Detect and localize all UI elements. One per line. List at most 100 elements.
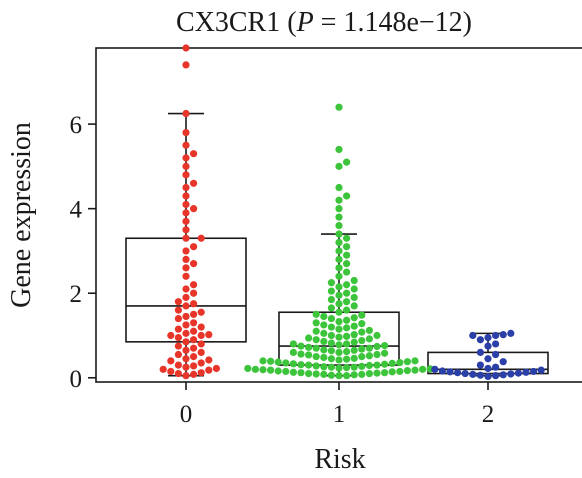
- data-point: [205, 331, 213, 339]
- data-point: [190, 344, 198, 352]
- data-point: [335, 348, 343, 357]
- data-point: [190, 205, 198, 213]
- data-point: [327, 355, 335, 363]
- data-point: [312, 370, 320, 378]
- data-point: [365, 335, 373, 343]
- data-point: [190, 327, 198, 335]
- data-point: [335, 205, 343, 213]
- data-point: [182, 285, 190, 293]
- data-point: [492, 372, 500, 380]
- data-point: [335, 264, 343, 272]
- data-point: [182, 264, 190, 272]
- data-point: [476, 371, 484, 379]
- data-point: [358, 320, 366, 328]
- data-point: [343, 347, 351, 356]
- data-point: [365, 369, 373, 378]
- data-point: [343, 306, 351, 314]
- data-point: [350, 338, 358, 346]
- data-point: [327, 363, 335, 371]
- data-point: [182, 321, 190, 329]
- data-point: [167, 367, 175, 376]
- data-point: [358, 336, 366, 345]
- data-point: [182, 171, 190, 179]
- data-point: [190, 300, 198, 308]
- data-point: [205, 366, 213, 374]
- data-point: [335, 317, 343, 326]
- data-point: [320, 363, 328, 371]
- data-point: [343, 243, 351, 251]
- x-tick-label: 1: [333, 401, 346, 428]
- data-point: [335, 103, 343, 111]
- data-point: [411, 366, 419, 374]
- data-point: [182, 162, 190, 170]
- data-point: [305, 334, 313, 342]
- data-point: [396, 367, 404, 376]
- data-point: [343, 298, 351, 306]
- data-point: [358, 353, 366, 361]
- data-point: [381, 342, 389, 350]
- data-point: [327, 314, 335, 323]
- data-point: [365, 344, 373, 352]
- data-point: [305, 343, 313, 351]
- data-point: [476, 336, 484, 344]
- data-point: [182, 61, 190, 69]
- data-point: [350, 293, 358, 302]
- data-point: [182, 363, 190, 371]
- data-point: [174, 298, 182, 306]
- data-point: [182, 338, 190, 346]
- data-point: [312, 344, 320, 352]
- data-point: [297, 361, 305, 369]
- x-axis-label: Risk: [314, 444, 365, 475]
- data-point: [350, 346, 358, 354]
- data-point: [182, 302, 190, 310]
- data-point: [197, 340, 205, 348]
- data-point: [267, 366, 275, 374]
- data-point: [381, 349, 389, 357]
- data-point: [197, 348, 205, 357]
- data-point: [274, 367, 282, 375]
- data-point: [320, 370, 328, 378]
- data-point: [522, 368, 530, 376]
- data-point: [282, 367, 290, 376]
- data-point: [182, 226, 190, 234]
- data-point: [190, 310, 198, 318]
- data-point: [343, 332, 351, 340]
- data-point: [182, 312, 190, 321]
- data-point: [350, 314, 358, 322]
- data-point: [190, 319, 198, 327]
- data-point: [454, 369, 462, 377]
- data-point: [182, 192, 190, 200]
- data-point: [327, 279, 335, 287]
- data-point: [174, 325, 182, 333]
- data-point: [335, 145, 343, 154]
- data-point: [476, 361, 484, 369]
- data-point: [327, 287, 335, 295]
- data-point: [174, 361, 182, 369]
- data-point: [182, 272, 190, 280]
- data-point: [174, 334, 182, 342]
- data-point: [182, 355, 190, 363]
- data-point: [182, 372, 190, 380]
- data-point: [350, 322, 358, 330]
- data-point: [335, 333, 343, 341]
- data-point: [537, 366, 545, 374]
- data-point: [289, 360, 297, 368]
- data-point: [343, 192, 351, 200]
- data-point: [492, 331, 500, 340]
- data-point: [335, 372, 343, 380]
- data-point: [327, 339, 335, 347]
- data-point: [343, 260, 351, 268]
- data-point: [499, 371, 507, 379]
- data-point: [182, 234, 190, 242]
- data-point: [343, 340, 351, 348]
- chart-title: CX3CR1 (P = 1.148e−12): [176, 7, 472, 38]
- data-point: [190, 179, 198, 187]
- data-point: [159, 365, 167, 373]
- data-point: [373, 331, 381, 340]
- data-point: [335, 238, 343, 247]
- data-points: [159, 44, 545, 381]
- data-point: [335, 183, 343, 192]
- data-point: [343, 316, 351, 324]
- data-point: [297, 369, 305, 377]
- data-point: [388, 368, 396, 376]
